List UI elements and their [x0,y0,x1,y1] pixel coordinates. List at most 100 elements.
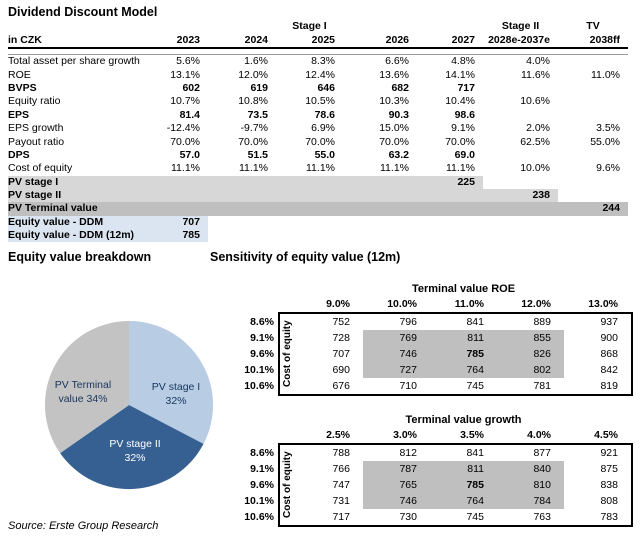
table-cell: 10.3% [379,95,409,108]
table-cell: 11.6% [521,68,550,81]
sens-cell: 785 [430,346,497,362]
table-cell: 12.4% [305,68,335,81]
sens-cell: 802 [497,362,564,378]
table-cell: 51.5 [247,148,268,161]
table-cell [276,175,343,189]
sens-cell: 855 [497,330,564,346]
sens-cell: 808 [600,495,618,507]
sens-cell: 746 [363,493,430,509]
sens-cell: 710 [399,380,417,392]
table-cell: 10.5% [305,95,335,108]
sens-cell: 745 [466,511,484,523]
stage-header-cell [148,20,208,33]
table-cell: 69.0 [454,148,475,161]
table-cell [417,188,483,203]
sens-cell: 766 [332,463,350,475]
table-cell: 11.1% [171,162,200,175]
sens-table-title: Terminal value growth [405,414,522,426]
ddm-table-body: Total asset per share growth 5.6% 1.6% 8.3%… [8,48,628,243]
ddm-table-head: Stage I Stage II TV in CZK 2023 2024 2025 2026 2… [8,20,628,49]
row-label: PV Terminal value [8,202,148,216]
sens-cell: 877 [533,447,551,459]
table-cell: 4.0% [526,55,550,68]
table-cell [558,82,628,95]
sens-table-title: Terminal value ROE [411,283,516,295]
table-cell: 10.8% [238,95,268,108]
sens-col-header: 12.0% [521,298,551,310]
sens-cell: 889 [533,316,551,328]
table-cell: 2.0% [526,122,550,135]
table-cell: 682 [391,81,409,94]
sens-table-roe: Terminal value ROE 9.0% 10.0% 11.0% 12.0% 13… [240,282,636,396]
sens-cell: 921 [600,447,618,459]
table-cell: 602 [182,81,200,94]
table-cell: 70.0% [238,135,268,148]
table-cell [208,188,276,203]
table-cell [483,216,558,229]
stage-header-row: Stage I Stage II TV [8,20,628,33]
table-row: Payout ratio 70.0% 70.0% 70.0% 70.0% 70.0% 62.… [8,135,628,148]
table-cell: 10.7% [170,95,200,108]
row-label: PV stage I [8,175,148,189]
table-cell: 11.1% [380,162,409,175]
sens-cell: 769 [363,330,430,346]
table-cell: 6.6% [385,55,409,68]
table-cell [208,229,276,242]
table-cell: 11.1% [446,162,475,175]
header-rule-spacer [8,48,628,55]
sens-cell: 842 [600,364,618,376]
table-cell [276,188,343,203]
stage-header-cell [8,20,148,33]
sens-cell: 838 [600,479,618,491]
table-row: DPS 57.0 51.5 55.0 63.2 69.0 [8,149,628,162]
table-cell: 70.0% [305,135,335,148]
table-cell: 6.9% [311,122,335,135]
row-label: EPS [8,108,30,121]
table-cell: 11.1% [239,162,268,175]
sens-cell: 868 [600,348,618,360]
cost-of-equity-axis-label: Cost of equity [282,451,293,519]
sens-cell: 765 [363,477,430,493]
sens-cell: 783 [600,511,618,523]
stage-header-cell [343,20,417,33]
sens-cell: 937 [600,316,618,328]
table-cell: 238 [483,188,558,203]
sens-table-body: 8.6% 9.1% 9.6% 10.1% 10.6% Cost of equity 75… [240,312,636,396]
table-cell [558,216,628,229]
column-header-cell: 2023 [148,33,208,49]
pie-slice-pv-stage-ii [60,405,204,490]
table-cell [558,189,628,202]
table-cell: 244 [558,202,628,216]
sens-row-label: 8.6% [250,447,274,459]
table-cell [148,188,208,203]
row-label: BVPS [8,81,37,94]
table-cell [483,229,558,242]
sens-col-header: 13.0% [588,298,618,310]
table-cell: 4.8% [451,55,475,68]
table-cell [208,216,276,229]
sens-cell: 840 [497,461,564,477]
table-cell [558,95,628,108]
sens-grid: 788 812 841 877 921 766 787 811 840 875 747 765 785 8… [296,445,631,525]
table-cell [343,175,417,189]
sens-cell: 787 [363,461,430,477]
table-cell [343,188,417,203]
sens-cell: 875 [600,463,618,475]
sens-cell: 752 [332,316,350,328]
table-cell [483,202,558,216]
sens-col-header: 3.0% [393,429,417,441]
row-label: Cost of equity [8,162,73,175]
stage-header-cell: TV [586,20,600,32]
sens-cell: 690 [332,364,350,376]
table-cell [558,176,628,189]
table-row: PV stage II 238 [8,188,628,203]
table-cell: 5.6% [176,55,200,68]
ddm-table: Stage I Stage II TV in CZK 2023 2024 2025 2026 2… [8,20,628,243]
sens-table-growth: Terminal value growth 2.5% 3.0% 3.5% 4.0% 4.… [240,413,636,527]
sens-cell: 745 [466,380,484,392]
column-header-cell: 2025 [276,33,343,49]
row-label: ROE [8,68,31,81]
table-cell: 10.6% [520,95,550,108]
table-cell: -9.7% [240,122,268,135]
